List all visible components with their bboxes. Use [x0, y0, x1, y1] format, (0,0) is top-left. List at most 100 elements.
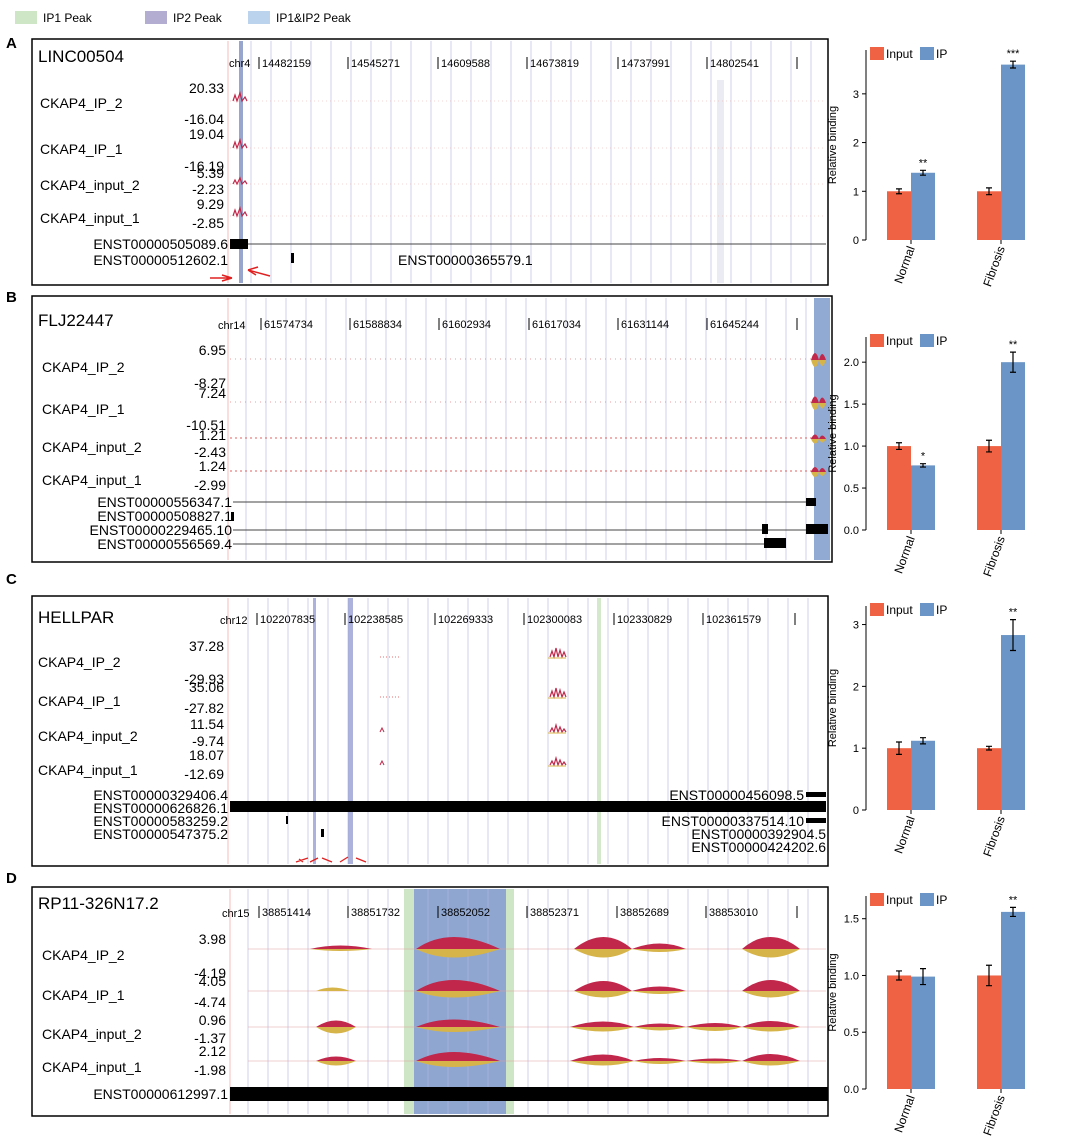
significance-mark: **	[919, 157, 928, 169]
x-tick-label: Normal	[891, 244, 917, 285]
y-tick-label: 3	[853, 89, 859, 101]
bar-input-fibrosis	[977, 191, 1001, 240]
coord-label: 14802541	[710, 58, 759, 70]
transcript-track: ENST00000505089.6 ENST00000512602.1 ENST…	[93, 236, 826, 282]
bar-ip-fibrosis	[1001, 635, 1025, 810]
y-tick-label: 0.0	[844, 525, 859, 537]
peak-highlight	[239, 41, 243, 283]
coord-label: 102300083	[527, 614, 582, 626]
legend-swatch-ip1	[15, 11, 37, 24]
legend-swatch	[870, 47, 884, 60]
x-tick-label: Fibrosis	[980, 534, 1008, 578]
grid-lines	[227, 598, 809, 864]
gene-name: FLJ22447	[38, 311, 114, 330]
track-min: -16.19	[184, 158, 224, 174]
browser-frame	[31, 595, 829, 867]
coord-label: 102330829	[617, 614, 672, 626]
track-min: -16.04	[184, 111, 224, 127]
y-tick-label: 0.0	[844, 1084, 859, 1096]
error-bar	[896, 741, 902, 755]
y-tick-label: 0	[853, 235, 859, 247]
transcript-track: ENST00000556347.1 ENST00000508827.1 ENST…	[90, 494, 828, 552]
y-tick-label: 2	[853, 138, 859, 150]
track-name: CKAP4_IP_1	[40, 141, 123, 157]
peak-highlight	[717, 80, 724, 283]
track-name: CKAP4_input_1	[42, 472, 142, 488]
y-tick-label: 0.5	[844, 1027, 859, 1039]
y-tick-label: 2	[853, 681, 859, 693]
track-min: -4.74	[194, 994, 226, 1010]
arrow-marker	[210, 274, 233, 282]
error-bar	[986, 187, 992, 196]
track-min: -2.23	[192, 181, 224, 197]
y-tick-label: 0.5	[844, 483, 859, 495]
chromosome-label: chr4	[229, 58, 250, 70]
bar-legend: Input IP	[870, 334, 947, 348]
chromosome-label: chr15	[222, 908, 250, 920]
error-bar	[1010, 906, 1016, 918]
track-labels: 37.28 CKAP4_IP_2 -29.93 35.06 CKAP4_IP_1…	[38, 638, 224, 782]
track-name: CKAP4_input_1	[38, 762, 138, 778]
y-axis-label: Relative binding	[827, 669, 839, 747]
bar-ip-normal	[911, 976, 935, 1089]
y-tick-label: 1	[853, 743, 859, 755]
x-tick-label: Fibrosis	[980, 814, 1008, 858]
y-axis-label: Relative binding	[827, 394, 839, 472]
transcript-id: ENST00000424202.6	[691, 839, 826, 855]
bar-legend: Input IP	[870, 603, 947, 617]
coord-label: 61617034	[532, 319, 581, 331]
error-bar	[986, 964, 992, 987]
y-tick-label: 1.0	[844, 970, 859, 982]
bar-ip-fibrosis	[1001, 911, 1025, 1089]
bar-chart-a: 0 1 2 3 Relative binding ** Normal *** Fibrosis I…	[827, 47, 1025, 289]
panel-letter: A	[6, 35, 17, 52]
track-min: -9.74	[192, 733, 224, 749]
legend-swatch	[870, 334, 884, 347]
x-tick-label: Normal	[891, 534, 917, 575]
bar-input-fibrosis	[977, 975, 1001, 1089]
legend-swatch	[870, 893, 884, 906]
error-bar	[986, 439, 992, 453]
legend-label-ip2: IP2 Peak	[173, 11, 223, 25]
legend-swatch	[920, 603, 934, 616]
coord-label: 38852052	[441, 907, 490, 919]
track-max: 11.54	[190, 716, 224, 732]
gene-name: LINC00504	[38, 47, 124, 66]
transcript-id: ENST00000556347.1	[97, 494, 232, 510]
track-name: CKAP4_input_2	[42, 439, 142, 455]
coord-label: 102269333	[438, 614, 493, 626]
y-axis-label: Relative binding	[827, 953, 839, 1031]
track-max: 1.24	[199, 458, 226, 474]
track-max: 0.96	[199, 1012, 226, 1028]
legend-label: IP	[936, 893, 947, 907]
track-max: 9.29	[197, 196, 224, 212]
bar-input-normal	[887, 191, 911, 240]
legend-label-ip1: IP1 Peak	[43, 11, 93, 25]
bar-ip-fibrosis	[1001, 362, 1025, 530]
bar-legend: Input IP	[870, 47, 947, 61]
peak-highlight	[348, 598, 353, 864]
error-bar	[1010, 619, 1016, 652]
coord-label: 38852371	[530, 907, 579, 919]
track-name: CKAP4_input_1	[42, 1059, 142, 1075]
bar-ip-normal	[911, 172, 935, 240]
error-bar	[896, 188, 902, 195]
track-max: 18.07	[189, 747, 224, 763]
legend-swatch	[920, 47, 934, 60]
coord-label: 102361579	[706, 614, 761, 626]
track-name: CKAP4_IP_2	[42, 359, 125, 375]
transcript-id: ENST00000612997.1	[93, 1086, 228, 1102]
coord-label: 14545271	[351, 58, 400, 70]
coord-label: 14737991	[621, 58, 670, 70]
track-min: -4.19	[194, 965, 226, 981]
arrow-marker	[247, 266, 271, 277]
coord-label: 61588834	[353, 319, 402, 331]
coord-label: 61645244	[710, 319, 759, 331]
error-bar	[920, 968, 926, 986]
legend-label: IP	[936, 603, 947, 617]
coord-label: 38851732	[351, 907, 400, 919]
chromosome-label: chr14	[218, 320, 246, 332]
track-min: -12.69	[184, 766, 224, 782]
track-max: 35.06	[189, 679, 224, 695]
